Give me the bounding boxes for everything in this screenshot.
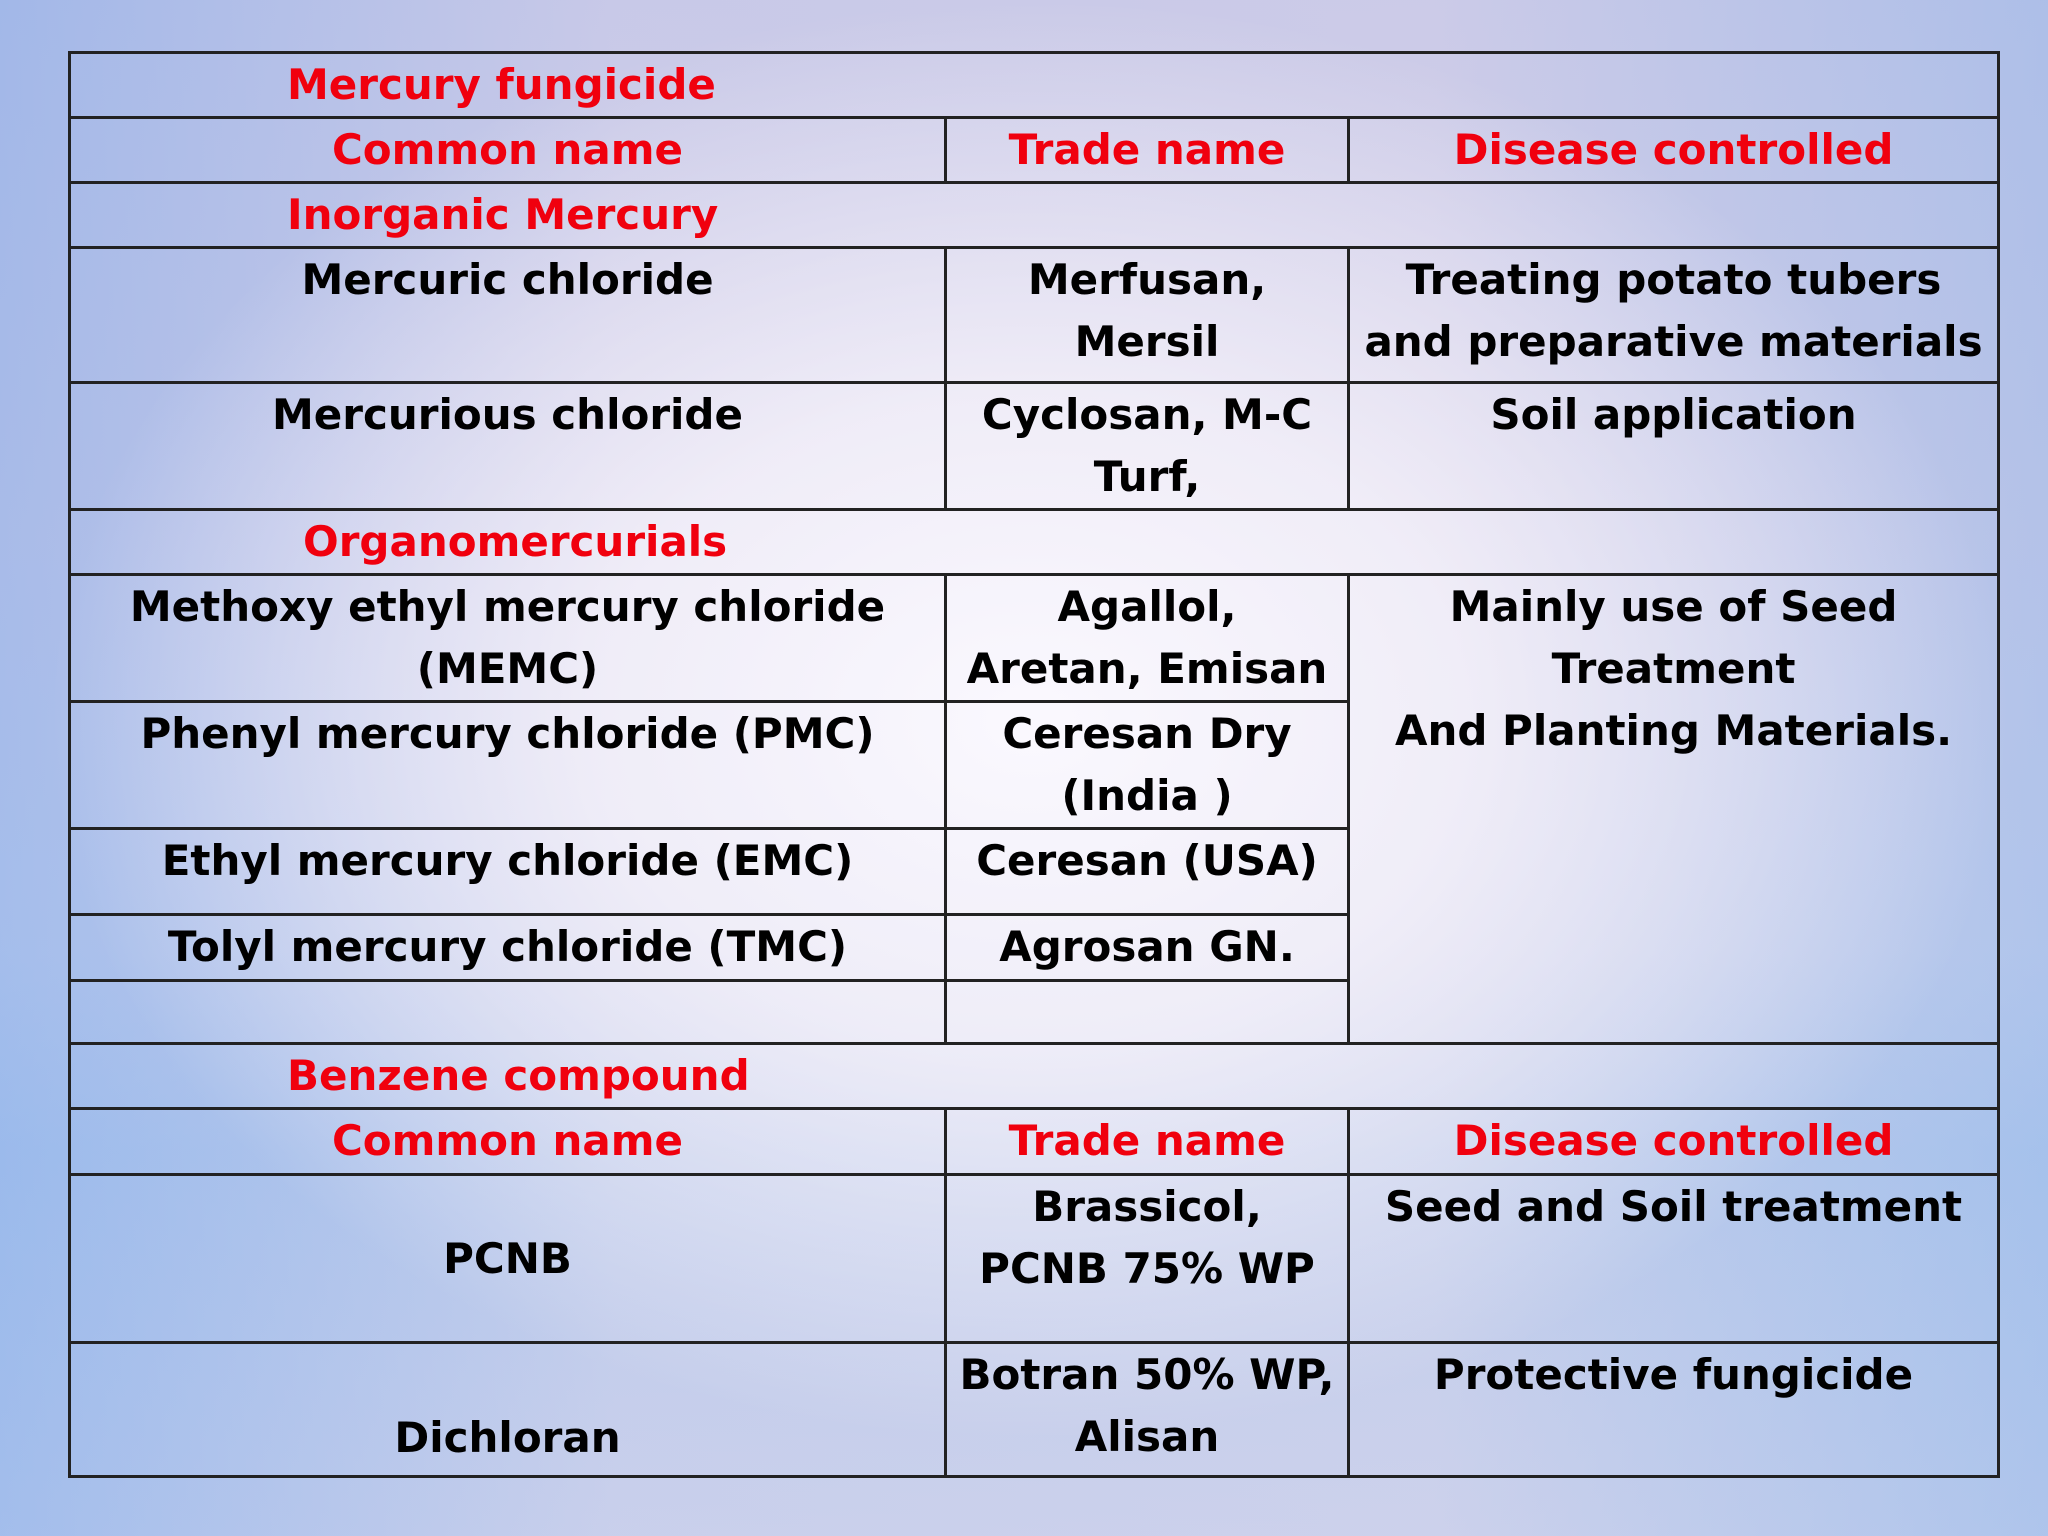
trade-name-cell: Brassicol, PCNB 75% WP [944,1173,1350,1344]
subsection-row-organo: Organomercurials [67,508,2001,576]
common-name-cell: Ethyl mercury chloride (EMC) [68,827,947,916]
trade-name-cell: Ceresan (USA) [944,827,1350,916]
header-row: Common name Trade name Disease controlle… [68,1107,2001,1176]
empty-cell [68,979,947,1045]
subsection-title-inorganic: Inorganic Mercury [67,181,2001,249]
section-title-benzene: Benzene compound [67,1042,2001,1110]
header-trade-name: Trade name [944,116,1350,184]
disease-cell-organo: Mainly use of Seed Treatment And Plantin… [1346,573,2001,1045]
disease-cell: Treating potato tubers and preparative m… [1346,246,2001,384]
common-name-cell: Phenyl mercury chloride (PMC) [68,700,947,830]
header-disease-controlled: Disease controlled [1346,116,2001,184]
header-row: Common name Trade name Disease controlle… [68,116,2001,184]
table-row: Mercuric chloride Merfusan, Mersil Treat… [68,246,2001,384]
section-row-mercury: Mercury fungicide [67,51,2001,119]
trade-name-cell: Cyclosan, M-C Turf, [944,381,1350,511]
common-name-cell: PCNB [68,1173,947,1344]
subsection-row-inorganic: Inorganic Mercury [67,181,2001,249]
common-name-cell: Dichloran [68,1341,947,1478]
table-row: Dichloran Botran 50% WP, Alisan Protecti… [68,1341,2001,1478]
disease-cell: Protective fungicide [1346,1341,2001,1478]
disease-cell: Soil application [1346,381,2001,511]
fungicide-table: Mercury fungicide Common name Trade name… [67,51,2001,1478]
disease-cell: Seed and Soil treatment [1346,1173,2001,1344]
header-disease-controlled: Disease controlled [1346,1107,2001,1176]
common-name-cell: Tolyl mercury chloride (TMC) [68,913,947,982]
table-row: Tolyl mercury chloride (TMC) Agrosan GN. [68,913,1999,982]
common-name-cell: Mercurious chloride [68,381,947,511]
trade-name-cell: Agrosan GN. [944,913,1350,982]
common-name-cell: Methoxy ethyl mercury chloride (MEMC) [68,573,947,703]
header-common-name: Common name [68,116,947,184]
trade-name-cell: Merfusan, Mersil [944,246,1350,384]
table-row: Mercurious chloride Cyclosan, M-C Turf, … [68,381,2001,511]
trade-name-cell: Botran 50% WP, Alisan [944,1341,1350,1478]
subsection-title-organo: Organomercurials [67,508,2001,576]
section-row-benzene: Benzene compound [67,1042,2001,1110]
trade-name-cell: Agallol, Aretan, Emisan [944,573,1350,703]
table-row: Methoxy ethyl mercury chloride (MEMC) Ag… [68,573,2001,1045]
header-trade-name: Trade name [944,1107,1350,1176]
table-row: PCNB Brassicol, PCNB 75% WP Seed and Soi… [68,1173,2001,1344]
table-row: Phenyl mercury chloride (PMC) Ceresan Dr… [68,700,1999,830]
empty-cell [944,979,1350,1045]
table-row: Ethyl mercury chloride (EMC) Ceresan (US… [68,827,1999,916]
section-title-mercury: Mercury fungicide [67,51,2001,119]
empty-row [68,979,1999,1045]
common-name-cell: Mercuric chloride [68,246,947,384]
header-common-name: Common name [68,1107,947,1176]
trade-name-cell: Ceresan Dry (India ) [944,700,1350,830]
